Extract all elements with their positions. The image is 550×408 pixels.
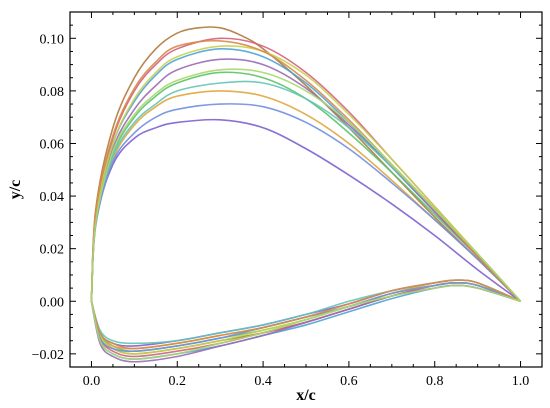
y-axis-label: y/c <box>7 180 24 200</box>
y-tick-label: −0.02 <box>32 348 64 363</box>
airfoil-upper-curve-9 <box>90 45 522 302</box>
y-tick-label: 0.00 <box>40 295 65 310</box>
x-tick-label: 0.4 <box>254 374 272 389</box>
y-tick-label: 0.04 <box>40 190 65 205</box>
x-tick-label: 1.0 <box>512 374 530 389</box>
airfoil-lower-curve-11 <box>90 279 521 350</box>
y-tick-label: 0.02 <box>40 243 65 258</box>
airfoil-upper-curve-12 <box>90 68 522 302</box>
airfoil-upper-curve-1 <box>90 26 522 302</box>
airfoil-upper-curve-2 <box>90 118 522 302</box>
airfoil-upper-curve-11 <box>90 39 522 302</box>
x-tick-label: 0.6 <box>340 374 358 389</box>
y-tick-label: 0.10 <box>40 32 65 47</box>
x-tick-label: 0.8 <box>426 374 444 389</box>
ticks-layer: 0.0 0.2 0.4 0.6 0.8 1.0 −0.02 0.00 0.02 0.04 0.06 0… <box>32 11 543 389</box>
y-tick-label: 0.08 <box>40 85 65 100</box>
x-tick-label: 0.0 <box>83 374 101 389</box>
airfoil-upper-curve-7 <box>90 58 522 302</box>
airfoil-lower-curve-12 <box>90 284 521 360</box>
airfoil-upper-curve-5 <box>90 37 522 302</box>
airfoil-lower-curve-7 <box>90 284 521 363</box>
airfoil-lower-curve-8 <box>90 279 521 345</box>
x-axis-label: x/c <box>296 387 316 404</box>
y-tick-label: 0.06 <box>40 137 65 152</box>
airfoil-upper-curve-4 <box>90 71 522 302</box>
airfoil-upper-curve-10 <box>90 103 522 302</box>
airfoil-lower-curve-2 <box>90 279 521 347</box>
x-tick-label: 0.2 <box>169 374 187 389</box>
series-layer <box>90 26 522 363</box>
